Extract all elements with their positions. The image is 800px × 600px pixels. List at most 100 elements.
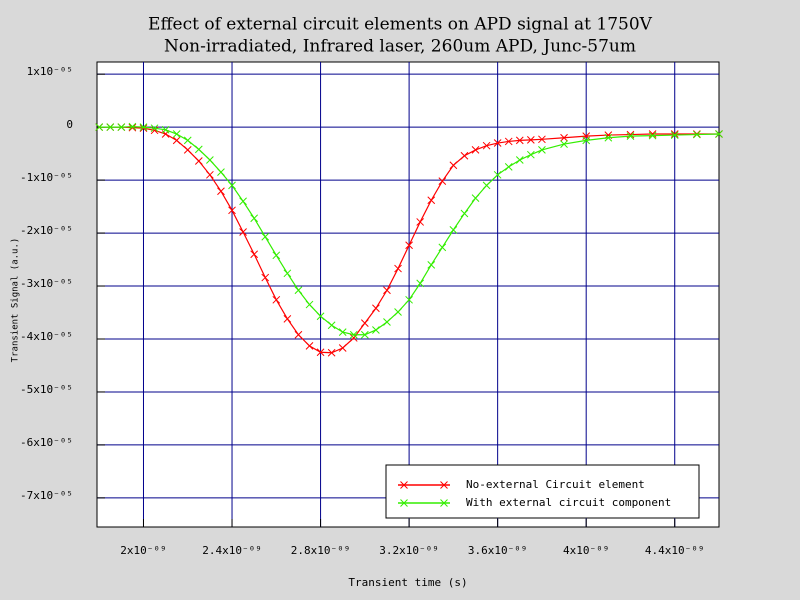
point-marker	[283, 315, 292, 323]
point-marker	[183, 146, 192, 154]
point-marker	[693, 130, 701, 139]
point-marker	[460, 151, 469, 160]
point-marker	[372, 326, 380, 334]
point-marker	[217, 168, 225, 177]
point-marker	[394, 308, 402, 316]
point-marker	[372, 304, 380, 313]
y-tick-label: -6x10⁻⁰⁵	[20, 436, 73, 449]
point-marker	[250, 214, 259, 223]
point-marker	[416, 279, 425, 288]
point-marker	[150, 124, 159, 133]
point-marker	[294, 330, 303, 339]
point-marker	[538, 146, 546, 154]
point-marker	[95, 123, 104, 131]
point-marker	[526, 150, 535, 159]
x-tick-label: 3.6x10⁻⁰⁹	[468, 544, 528, 557]
point-marker	[239, 228, 247, 236]
point-marker	[471, 146, 480, 154]
point-marker	[305, 300, 314, 309]
point-marker	[206, 156, 214, 164]
point-marker	[460, 209, 469, 218]
legend-box	[385, 464, 700, 519]
y-tick-label: 1x10⁻⁰⁵	[27, 65, 73, 78]
point-marker	[715, 130, 723, 138]
point-marker	[161, 125, 170, 134]
legend-label: With external circuit component	[466, 496, 671, 509]
point-marker	[183, 136, 192, 145]
point-marker	[626, 132, 635, 140]
point-marker	[582, 136, 591, 145]
point-marker	[405, 241, 413, 250]
point-marker	[427, 196, 436, 205]
point-marker	[504, 137, 513, 146]
point-marker	[194, 145, 203, 154]
point-marker	[283, 269, 292, 278]
y-tick-label: -5x10⁻⁰⁵	[20, 383, 73, 396]
x-tick-label: 2.4x10⁻⁰⁹	[202, 544, 262, 557]
legend-marker	[400, 481, 448, 489]
point-marker	[172, 136, 181, 145]
series-group	[95, 122, 723, 357]
x-tick-label: 2.8x10⁻⁰⁹	[291, 544, 351, 557]
point-marker	[493, 170, 502, 179]
x-axis-label: Transient time (s)	[348, 576, 467, 589]
point-marker	[294, 286, 303, 295]
point-marker	[206, 170, 214, 179]
point-marker	[316, 348, 325, 357]
point-marker	[139, 123, 148, 131]
y-axis-label: Transient Signal (a.u.)	[11, 238, 21, 363]
point-marker	[383, 318, 391, 326]
y-tick-label: -3x10⁻⁰⁵	[20, 277, 73, 290]
point-marker	[416, 218, 425, 226]
point-marker	[438, 177, 447, 186]
point-marker	[360, 330, 369, 339]
x-tick-label: 4.4x10⁻⁰⁹	[645, 544, 705, 557]
y-tick-label: -1x10⁻⁰⁵	[20, 171, 73, 184]
point-marker	[493, 139, 502, 147]
point-marker	[228, 206, 236, 215]
point-marker	[670, 131, 679, 139]
point-marker	[272, 295, 281, 304]
point-marker	[316, 312, 325, 321]
point-marker	[117, 123, 126, 131]
point-marker	[560, 140, 568, 148]
point-marker	[338, 328, 347, 336]
point-marker	[305, 342, 314, 350]
point-marker	[349, 334, 358, 342]
point-marker	[172, 130, 181, 138]
point-marker	[482, 141, 491, 150]
point-marker	[338, 344, 347, 352]
point-marker	[250, 250, 259, 259]
point-marker	[261, 273, 270, 282]
point-marker	[106, 123, 115, 131]
point-marker	[194, 157, 203, 165]
point-marker	[482, 181, 491, 190]
grid	[97, 62, 719, 527]
point-marker	[239, 197, 247, 206]
point-marker	[327, 321, 336, 330]
point-marker	[515, 136, 524, 145]
point-marker	[360, 319, 369, 327]
x-tick-label: 3.2x10⁻⁰⁹	[379, 544, 439, 557]
point-marker	[272, 251, 281, 260]
point-marker	[471, 194, 480, 202]
legend-marker	[400, 499, 448, 507]
point-marker	[648, 131, 657, 140]
point-marker	[217, 187, 225, 196]
point-marker	[670, 130, 679, 138]
y-tick-label: 0	[66, 118, 73, 131]
x-tick-label: 2x10⁻⁰⁹	[120, 544, 166, 557]
point-marker	[449, 226, 458, 234]
point-marker	[139, 124, 148, 133]
chart-title: Effect of external circuit elements on A…	[148, 15, 653, 35]
point-marker	[128, 122, 137, 131]
point-marker	[427, 260, 436, 269]
point-marker	[560, 133, 568, 142]
point-marker	[604, 133, 613, 142]
point-marker	[349, 330, 358, 339]
point-marker	[228, 181, 236, 190]
point-marker	[504, 163, 513, 171]
point-marker	[449, 161, 458, 170]
